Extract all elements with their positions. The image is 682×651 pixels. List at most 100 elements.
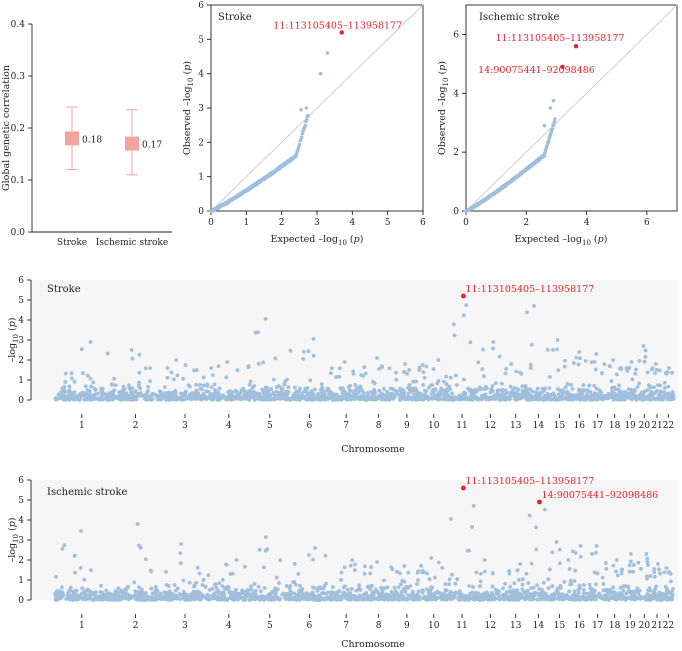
manhattan-point [133,594,137,599]
manhattan-point [235,392,240,396]
manhattan-point [75,595,80,599]
manhattan-point [167,591,172,596]
manhattan-point [652,385,656,390]
manhattan-point [163,391,167,395]
manhattan-point [444,382,449,387]
corr-estimates: 0.18 0.17 [65,106,162,176]
manhattan-point [215,395,220,399]
chromosome-tick-label: 14 [533,621,545,631]
manhattan-point [332,394,336,399]
manhattan-point [617,593,622,598]
manhattan-point [382,578,386,583]
manhattan-point [492,595,497,600]
manhattan-point [582,388,586,393]
manhattan-peak-point [641,344,646,348]
manhattan-point [475,388,480,393]
manhattan-point [270,391,275,396]
manhattan-highlight-label: 11:113105405–113958177 [465,284,594,295]
manhattan-point [627,392,631,397]
manhattan-point [636,560,641,565]
manhattan-point [221,590,226,595]
manhattan-point [546,577,551,582]
manhattan-point [229,594,234,599]
manhattan-y-tick-label: 2 [18,356,24,366]
manhattan-point [637,358,642,363]
manhattan-point [594,550,598,555]
manhattan-point [592,570,597,575]
manhattan-point [186,383,191,388]
manhattan-point [248,388,253,393]
manhattan-point [526,581,531,585]
manhattan-point [203,584,208,589]
manhattan-point [200,393,205,398]
chromosome-tick-label: 10 [428,621,440,631]
manhattan-point [600,575,605,580]
manhattan-point [193,396,198,400]
manhattan-point [503,371,508,376]
manhattan-point [594,386,599,391]
manhattan-point [571,361,576,365]
manhattan-point [62,393,67,398]
manhattan-point [400,395,405,400]
manhattan-point [367,597,372,602]
manhattan-ischemic-y-ticks: 0 1 2 3 4 5 6 [18,476,31,606]
manhattan-point [655,593,660,598]
manhattan-peak-point [179,542,184,546]
manhattan-point [252,390,256,394]
manhattan-point [137,384,141,389]
manhattan-point [392,585,397,590]
manhattan-point [666,384,671,389]
manhattan-point [358,384,363,389]
manhattan-point [220,584,225,589]
manhattan-point [445,392,449,397]
manhattan-point [181,376,186,381]
manhattan-point [365,391,370,395]
chromosome-tick-label: 2 [133,421,139,431]
manhattan-point [465,548,470,553]
manhattan-point [200,583,205,587]
manhattan-point [407,368,412,372]
manhattan-point [257,547,262,552]
manhattan-point [446,596,451,601]
manhattan-point [249,584,253,589]
manhattan-point [574,597,579,602]
manhattan-point [59,395,64,400]
manhattan-point [342,565,347,570]
manhattan-point [181,589,186,594]
manhattan-point [304,390,309,395]
manhattan-point [298,386,303,391]
qq-ischemic-panel: Ischemic stroke 00 2 2 4 4 6 6 11:113105405–11… [437,4,678,247]
manhattan-point [570,387,575,391]
manhattan-y-tick-label: 6 [18,276,24,286]
manhattan-point [669,393,674,398]
manhattan-point [535,386,540,391]
manhattan-point [85,373,90,378]
manhattan-point [589,360,594,364]
manhattan-point [115,597,120,602]
manhattan-y-tick-label: 2 [18,556,24,566]
manhattan-point [559,586,563,590]
manhattan-point [652,574,657,579]
manhattan-point [349,587,354,591]
chromosome-tick-label: 13 [510,421,522,431]
manhattan-point [163,593,168,598]
manhattan-point [631,563,636,567]
manhattan-peak-point [174,358,178,362]
chromosome-tick-label: 18 [609,421,621,431]
manhattan-point [453,581,458,586]
manhattan-point [589,597,594,602]
manhattan-point [382,386,386,391]
manhattan-point [478,386,483,391]
manhattan-point [439,386,444,391]
manhattan-point [415,582,419,587]
manhattan-point [312,387,317,392]
manhattan-point [451,322,456,327]
manhattan-point [581,594,586,599]
manhattan-point [420,590,425,595]
manhattan-point [576,362,581,367]
manhattan-point [589,395,594,399]
manhattan-peak-point [629,552,633,556]
manhattan-point [285,391,290,396]
manhattan-point [67,390,71,395]
manhattan-point [158,591,163,596]
